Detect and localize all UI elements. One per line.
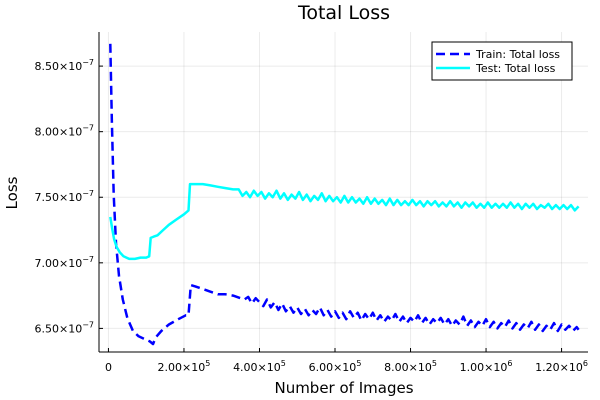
y-tick-label-0: 6.50×10−7 [34, 320, 94, 335]
x-tick-label-1: 2.00×105 [158, 359, 211, 374]
series-line-test [109, 182, 580, 261]
x-tick-label-2: 4.00×105 [233, 359, 286, 374]
x-tick-label-5: 1.00×106 [460, 359, 513, 374]
axes [98, 32, 588, 353]
series-lines [109, 43, 580, 346]
chart-title: Total Loss [297, 2, 390, 24]
y-tick-label-1: 7.00×10−7 [34, 255, 94, 270]
y-axis-title: Loss [3, 176, 21, 209]
y-tick-label-4: 8.50×10−7 [34, 58, 94, 73]
x-tick-label-3: 6.00×105 [309, 359, 362, 374]
x-tick-label-6: 1.20×106 [535, 359, 588, 374]
legend-box [431, 41, 573, 81]
series-line-train [109, 43, 580, 346]
x-tick-label-4: 8.00×105 [384, 359, 437, 374]
x-axis-title: Number of Images [274, 379, 413, 397]
legend-label-train: Train: Total loss [475, 48, 560, 61]
y-tick-label-2: 7.50×10−7 [34, 189, 94, 204]
tick-labels: 0 2.00×105 4.00×105 6.00×105 8.00×105 1.00×10… [34, 58, 587, 374]
legend-label-test: Test: Total loss [475, 62, 556, 75]
y-tick-label-3: 8.00×10−7 [34, 124, 94, 139]
x-tick-label-0: 0 [105, 361, 112, 374]
legend: Train: Total loss Test: Total loss [431, 41, 573, 81]
